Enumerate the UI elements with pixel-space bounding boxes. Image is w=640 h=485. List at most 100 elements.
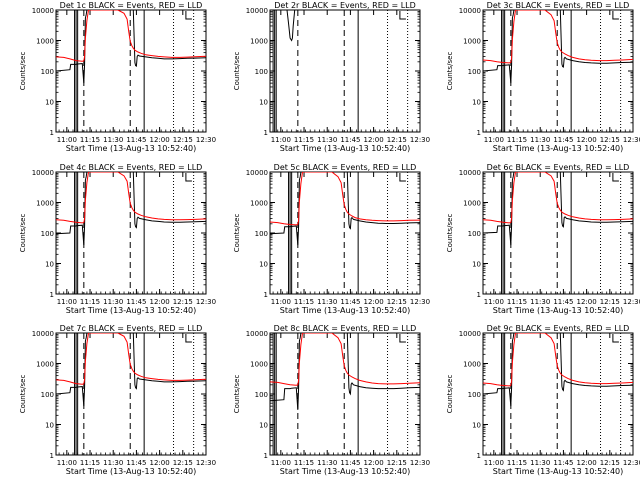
panel-title: Det 5c BLACK = Events, RED = LLD (274, 163, 417, 172)
x-tick-label: 12:00 (364, 136, 384, 144)
state-flag (399, 11, 406, 20)
y-tick-label: 10 (472, 261, 481, 269)
x-tick-label: 11:00 (57, 298, 77, 306)
x-axis-title: Start Time (13-Aug-13 10:52:40) (66, 144, 197, 153)
x-tick-label: 11:30 (317, 459, 337, 467)
y-tick-label: 10 (45, 422, 54, 430)
y-tick-label: 100 (468, 391, 481, 399)
y-axis-title: Counts/sec (19, 52, 27, 91)
x-tick-label: 12:15 (600, 298, 620, 306)
series-group (483, 10, 633, 84)
x-tick-label: 11:30 (317, 136, 337, 144)
y-axis-title: Counts/sec (19, 214, 27, 253)
x-tick-label: 12:15 (387, 136, 407, 144)
x-tick-label: 11:00 (57, 136, 77, 144)
x-tick-label: 12:30 (196, 136, 216, 144)
x-tick-label: 11:30 (317, 298, 337, 306)
plot-frame (269, 332, 421, 456)
y-tick-label: 10000 (459, 330, 481, 338)
series-group (483, 333, 633, 407)
y-tick-label: 10 (472, 99, 481, 107)
y-tick-label: 1 (264, 452, 268, 460)
state-flag (399, 173, 406, 182)
detector-panel-7: Det 7c BLACK = Events, RED = LLD 1 10 100 10… (19, 324, 216, 476)
y-tick-label: 10000 (459, 169, 481, 177)
x-tick-label: 12:00 (364, 459, 384, 467)
x-tick-label: 11:00 (484, 459, 504, 467)
x-tick-label: 12:15 (173, 136, 193, 144)
plot-frame (55, 171, 207, 295)
y-tick-label: 10000 (246, 169, 268, 177)
x-tick-label: 12:00 (150, 136, 170, 144)
series-group (56, 333, 206, 407)
x-tick-label: 12:15 (600, 136, 620, 144)
events-series-line (56, 10, 206, 84)
y-tick-label: 10000 (246, 7, 268, 15)
x-tick-label: 11:00 (57, 459, 77, 467)
plot-frame (482, 9, 634, 133)
series-group (270, 333, 420, 410)
plot-frame (55, 332, 207, 456)
x-axis-title: Start Time (13-Aug-13 10:52:40) (493, 144, 624, 153)
x-tick-label: 12:00 (577, 298, 597, 306)
detector-panel-6: Det 6c BLACK = Events, RED = LLD 1 10 100 10… (446, 163, 640, 315)
state-flag (612, 11, 619, 20)
state-flag (185, 173, 192, 182)
plot-frame (269, 9, 421, 133)
events-series-line (483, 10, 633, 84)
x-tick-label: 12:00 (577, 136, 597, 144)
events-series-line (270, 172, 420, 246)
y-tick-label: 10000 (32, 330, 54, 338)
x-axis-title: Start Time (13-Aug-13 10:52:40) (493, 306, 624, 315)
x-tick-label: 12:30 (196, 459, 216, 467)
lld-series-line (56, 10, 206, 62)
events-series-line (56, 172, 206, 246)
x-tick-label: 11:15 (80, 459, 100, 467)
x-tick-label: 11:45 (126, 459, 146, 467)
events-series-line (483, 333, 633, 407)
x-tick-label: 12:30 (410, 298, 430, 306)
lld-series-line (270, 333, 420, 386)
y-axis-title: Counts/sec (233, 214, 241, 253)
y-axis-title: Counts/sec (19, 375, 27, 414)
y-tick-label: 10 (472, 422, 481, 430)
y-tick-label: 10 (259, 422, 268, 430)
x-tick-label: 11:30 (530, 298, 550, 306)
y-tick-label: 1 (50, 291, 54, 299)
state-flag (185, 334, 192, 343)
x-tick-label: 12:30 (623, 136, 640, 144)
y-tick-label: 10 (259, 261, 268, 269)
x-tick-label: 11:45 (340, 298, 360, 306)
y-tick-label: 10 (45, 261, 54, 269)
x-tick-label: 12:00 (150, 298, 170, 306)
y-tick-label: 1000 (250, 38, 268, 46)
x-tick-label: 12:30 (623, 298, 640, 306)
x-tick-label: 11:30 (103, 459, 123, 467)
events-series-line (56, 333, 206, 407)
y-tick-label: 100 (41, 391, 54, 399)
panel-title: Det 7c BLACK = Events, RED = LLD (60, 324, 203, 333)
x-tick-label: 12:15 (387, 459, 407, 467)
x-axis-title: Start Time (13-Aug-13 10:52:40) (66, 467, 197, 476)
state-flag (612, 173, 619, 182)
y-tick-label: 10000 (246, 330, 268, 338)
x-axis-title: Start Time (13-Aug-13 10:52:40) (280, 306, 411, 315)
x-tick-label: 11:45 (126, 136, 146, 144)
y-tick-label: 1000 (36, 361, 54, 369)
plot-frame (482, 171, 634, 295)
plot-frame (269, 171, 421, 295)
x-tick-label: 11:30 (103, 298, 123, 306)
lld-series-line (483, 172, 633, 224)
x-tick-label: 12:15 (173, 459, 193, 467)
detector-panel-9: Det 9c BLACK = Events, RED = LLD 1 10 100 10… (446, 324, 640, 476)
panel-title: Det 1c BLACK = Events, RED = LLD (60, 1, 203, 10)
x-tick-label: 11:30 (530, 136, 550, 144)
series-group (56, 172, 206, 246)
y-tick-label: 1000 (463, 38, 481, 46)
y-axis-title: Counts/sec (446, 214, 454, 253)
y-tick-label: 1 (50, 452, 54, 460)
detector-panel-5: Det 5c BLACK = Events, RED = LLD 1 10 100 10… (233, 163, 430, 315)
lld-series-line (56, 172, 206, 224)
x-tick-label: 11:45 (553, 459, 573, 467)
y-tick-label: 1000 (36, 200, 54, 208)
